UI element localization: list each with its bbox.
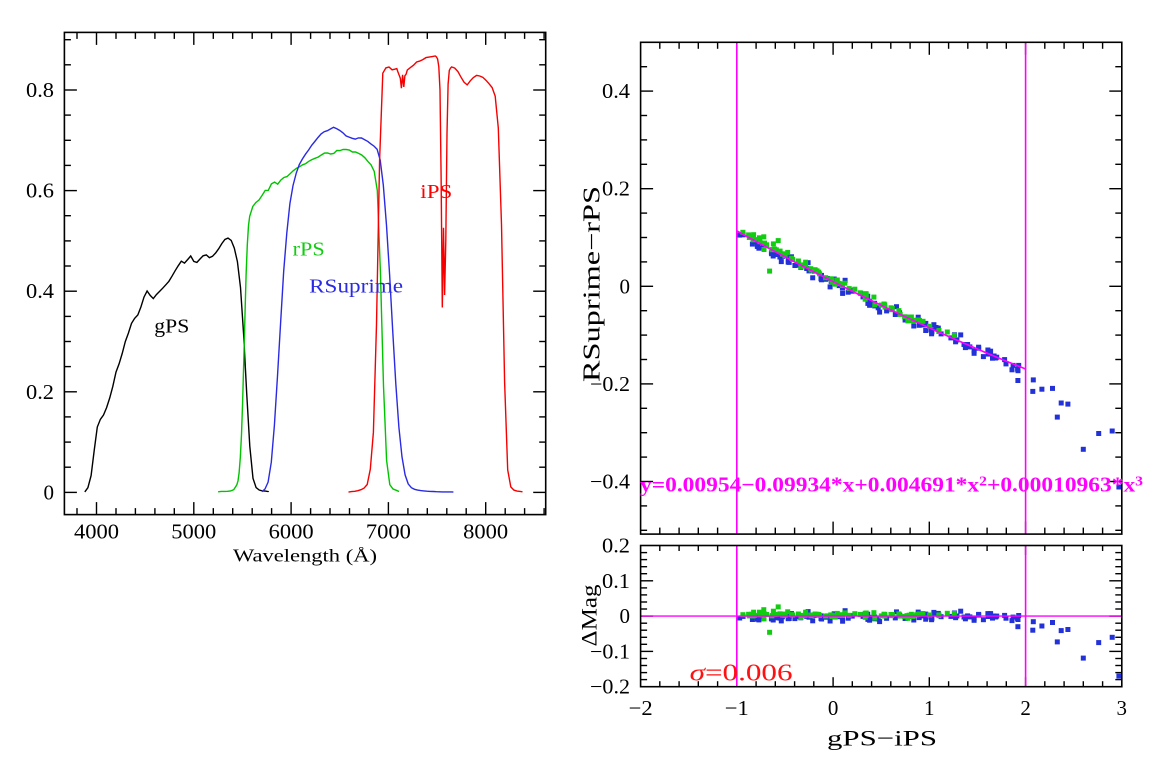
- svg-text:0.6: 0.6: [26, 179, 54, 203]
- svg-text:0.1: 0.1: [602, 569, 630, 593]
- svg-text:0.2: 0.2: [602, 534, 630, 558]
- svg-text:RSuprime: RSuprime: [309, 276, 403, 298]
- svg-text:0.4: 0.4: [602, 79, 631, 103]
- svg-text:−1: −1: [725, 696, 749, 720]
- svg-text:0.2: 0.2: [602, 177, 630, 201]
- svg-text:0: 0: [620, 274, 631, 298]
- svg-text:0: 0: [620, 604, 631, 628]
- svg-text:8000: 8000: [463, 519, 508, 543]
- svg-text:5000: 5000: [171, 519, 216, 543]
- svg-text:gPS−iPS: gPS−iPS: [827, 725, 937, 750]
- svg-text:σ=0.006: σ =0.006: [690, 660, 793, 686]
- svg-text:−2: −2: [629, 696, 653, 720]
- svg-text:1: 1: [924, 696, 935, 720]
- svg-text:2: 2: [1020, 696, 1031, 720]
- svg-text:−0.2: −0.2: [590, 675, 630, 699]
- svg-text:0.4: 0.4: [26, 279, 55, 303]
- svg-text:7000: 7000: [366, 519, 411, 543]
- svg-text:0: 0: [828, 696, 839, 720]
- svg-text:−0.4: −0.4: [590, 470, 631, 494]
- svg-text:rPS: rPS: [293, 239, 325, 261]
- svg-text:6000: 6000: [269, 519, 314, 543]
- svg-text:−0.1: −0.1: [590, 639, 630, 663]
- svg-text:Wavelength (Å): Wavelength (Å): [233, 546, 377, 567]
- svg-text:ΔMag: ΔMag: [577, 585, 602, 647]
- svg-text:gPS: gPS: [154, 315, 189, 337]
- svg-text:0: 0: [44, 480, 55, 504]
- svg-text:0.8: 0.8: [26, 78, 54, 102]
- svg-text:iPS: iPS: [420, 181, 452, 203]
- svg-text:RSuprime−rPS: RSuprime−rPS: [580, 186, 606, 382]
- svg-text:0.2: 0.2: [26, 380, 54, 404]
- svg-text:4000: 4000: [74, 519, 119, 543]
- svg-text:y=0.00954−0.09934*x+0.004691*x: y=0.00954−0.09934*x+0.004691*x 2+0.000109…: [640, 473, 1143, 497]
- svg-text:−0.2: −0.2: [590, 372, 630, 396]
- svg-text:3: 3: [1117, 696, 1128, 720]
